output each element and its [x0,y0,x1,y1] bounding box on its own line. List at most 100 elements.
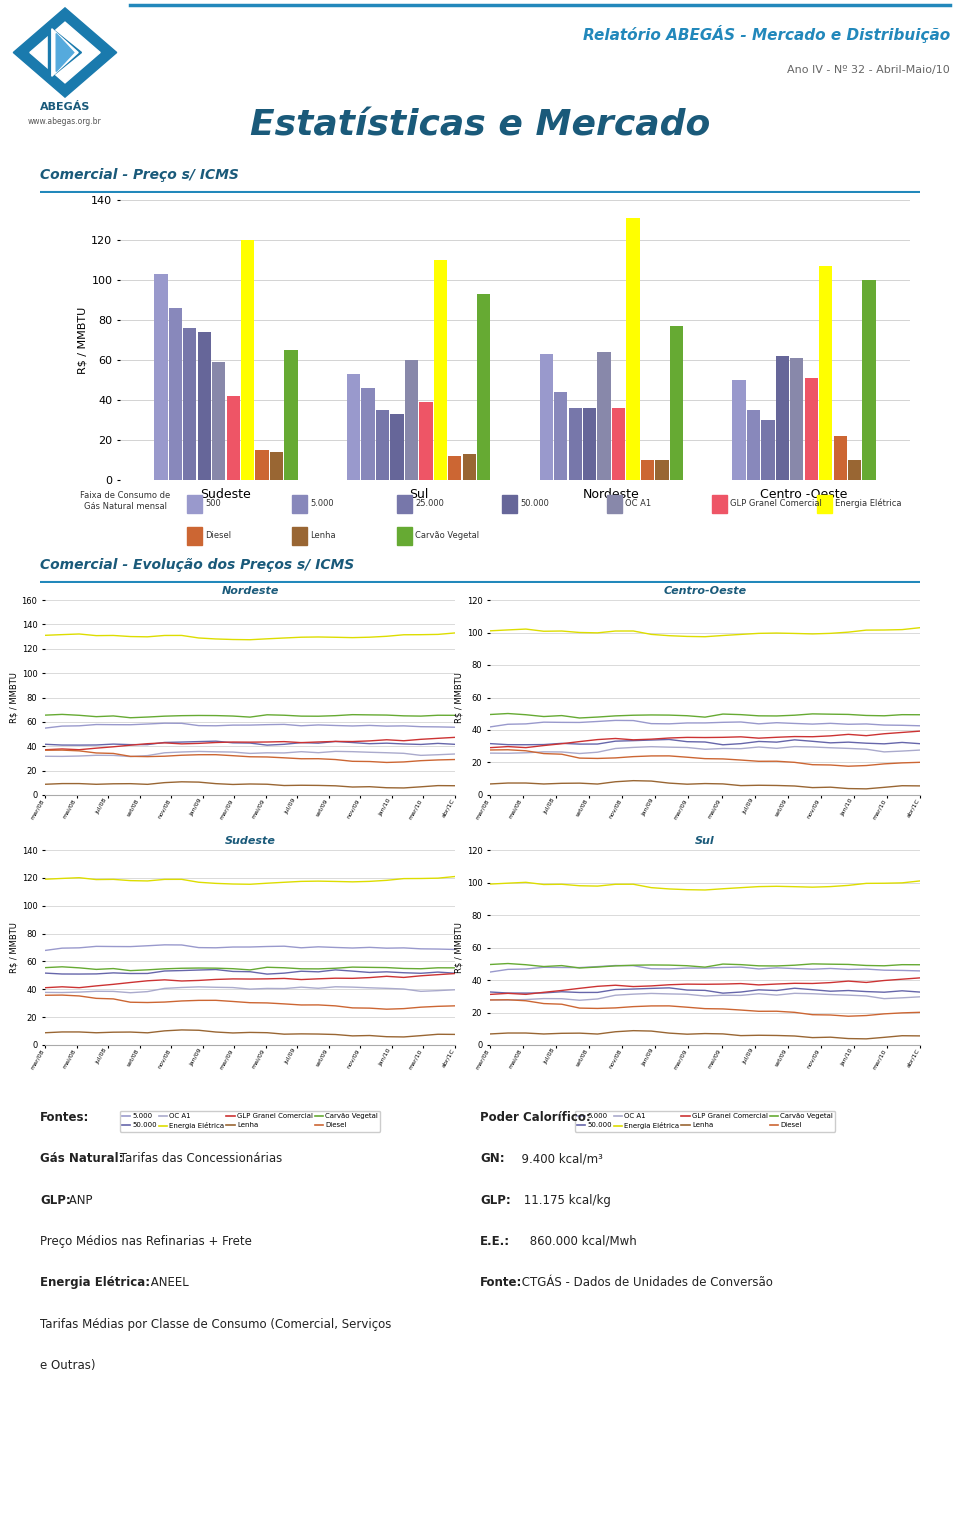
Text: 860.000 kcal/Mwh: 860.000 kcal/Mwh [512,1235,637,1247]
Bar [241,239,254,480]
Text: GLP:: GLP: [40,1194,71,1206]
Text: Estatísticas e Mercado: Estatísticas e Mercado [250,108,710,142]
Bar [186,494,202,512]
Bar [848,461,861,480]
Text: Gás Natural:: Gás Natural: [40,1153,124,1165]
Text: 11.175 kcal/kg: 11.175 kcal/kg [505,1194,612,1206]
Text: Energia Elétrica: Energia Elétrica [835,499,901,508]
Polygon shape [57,34,74,72]
Text: 9.400 kcal/m³: 9.400 kcal/m³ [499,1153,603,1165]
Legend: 5.000, 50.000, OC A1, Energia Elétrica, GLP Granel Comercial, Lenha, Carvão Vege: 5.000, 50.000, OC A1, Energia Elétrica, … [120,1110,380,1132]
Text: GN:: GN: [480,1153,505,1165]
Bar [656,461,668,480]
Bar [448,456,462,480]
Bar [255,450,269,480]
Title: Centro-Oeste: Centro-Oeste [663,587,747,596]
Bar [169,308,182,480]
Bar [477,294,491,480]
Bar [761,419,775,480]
Bar [641,461,654,480]
Text: E.E.:: E.E.: [480,1235,510,1247]
Bar [227,396,240,480]
Legend: 5.000, 50.000, OC A1, Energia Elétrica, GLP Granel Comercial, Lenha, Carvão Vege: 5.000, 50.000, OC A1, Energia Elétrica, … [575,862,835,881]
Bar [292,528,307,546]
Bar [776,355,789,480]
Bar [198,332,211,480]
Bar [186,528,202,546]
Bar [183,328,197,480]
Text: Energia Elétrica:: Energia Elétrica: [40,1276,150,1290]
Legend: 5.000, 50.000, OC A1, Energia Elétrica, GLP Granel Comercial, Lenha, Carvão Vege: 5.000, 50.000, OC A1, Energia Elétrica, … [575,1110,835,1132]
Bar [583,409,596,480]
Text: Fontes:: Fontes: [40,1110,89,1124]
Bar [292,494,307,512]
Bar [391,413,403,480]
Text: 500: 500 [205,499,221,508]
Polygon shape [30,21,100,82]
Text: OC A1: OC A1 [625,499,651,508]
Bar [862,281,876,480]
Polygon shape [52,29,78,76]
Text: Poder Calorífico:: Poder Calorífico: [480,1110,590,1124]
Text: ANP: ANP [65,1194,93,1206]
Text: Tarifas Médias por Classe de Consumo (Comercial, Serviços: Tarifas Médias por Classe de Consumo (Co… [40,1318,392,1331]
Bar [434,259,447,480]
Text: www.abegas.org.br: www.abegas.org.br [28,117,102,127]
Bar [405,360,419,480]
Bar [790,358,804,480]
Bar [597,352,611,480]
Y-axis label: R$ / MMBTU: R$ / MMBTU [10,923,19,973]
Bar [155,274,168,480]
Text: 50.000: 50.000 [520,499,549,508]
Title: Sul: Sul [695,836,715,846]
Bar [463,454,476,480]
Polygon shape [49,26,82,79]
Text: 25.000: 25.000 [415,499,444,508]
Bar [711,494,727,512]
Text: ANEEL: ANEEL [147,1276,189,1290]
Text: Lenha: Lenha [310,531,336,540]
Bar [502,494,516,512]
Text: GLP Granel Comercial: GLP Granel Comercial [731,499,822,508]
Bar [568,409,582,480]
Bar [612,409,625,480]
Text: Tarifas das Concessionárias: Tarifas das Concessionárias [115,1153,281,1165]
Text: GLP:: GLP: [480,1194,511,1206]
Y-axis label: R$ / MMBTU: R$ / MMBTU [10,673,18,723]
Text: Fonte:: Fonte: [480,1276,522,1290]
Y-axis label: R$ / MMBTU: R$ / MMBTU [77,307,87,374]
Bar [833,436,847,480]
Bar [347,374,360,480]
Bar [732,380,746,480]
Bar [361,387,374,480]
Bar [284,351,298,480]
Bar [396,528,412,546]
Bar [554,392,567,480]
Bar [747,410,760,480]
Text: Faixa de Consumo de
Gás Natural mensal: Faixa de Consumo de Gás Natural mensal [80,491,170,511]
Legend: 5.000, 50.000, OC A1, Energia Elétrica, GLP Granel Comercial, Lenha, Carvão Vege: 5.000, 50.000, OC A1, Energia Elétrica, … [120,862,380,881]
Title: Sudeste: Sudeste [225,836,276,846]
Bar [626,218,639,480]
Bar [804,378,818,480]
Bar [817,494,831,512]
Bar [607,494,622,512]
Text: CTGÁS - Dados de Unidades de Conversão: CTGÁS - Dados de Unidades de Conversão [517,1276,773,1290]
Bar [376,410,389,480]
Title: Nordeste: Nordeste [222,587,278,596]
Text: 12: 12 [893,1484,927,1508]
Bar [396,494,412,512]
Text: ABEGÁS: ABEGÁS [39,102,90,111]
Bar [270,451,283,480]
Bar [540,354,553,480]
Text: Comercial - Evolução dos Preços s/ ICMS: Comercial - Evolução dos Preços s/ ICMS [40,558,354,572]
Y-axis label: R$ / MMBTU: R$ / MMBTU [455,923,464,973]
Text: Preço Médios nas Refinarias + Frete: Preço Médios nas Refinarias + Frete [40,1235,252,1247]
Y-axis label: R$ / MMBTU: R$ / MMBTU [455,673,464,723]
Bar [212,361,226,480]
Bar [420,403,433,480]
Text: Diesel: Diesel [205,531,231,540]
Text: Relatório ABEGÁS - Mercado e Distribuição: Relatório ABEGÁS - Mercado e Distribuiçã… [583,24,950,43]
Bar [819,265,832,480]
Text: Ano IV - Nº 32 - Abril-Maio/10: Ano IV - Nº 32 - Abril-Maio/10 [787,66,950,75]
